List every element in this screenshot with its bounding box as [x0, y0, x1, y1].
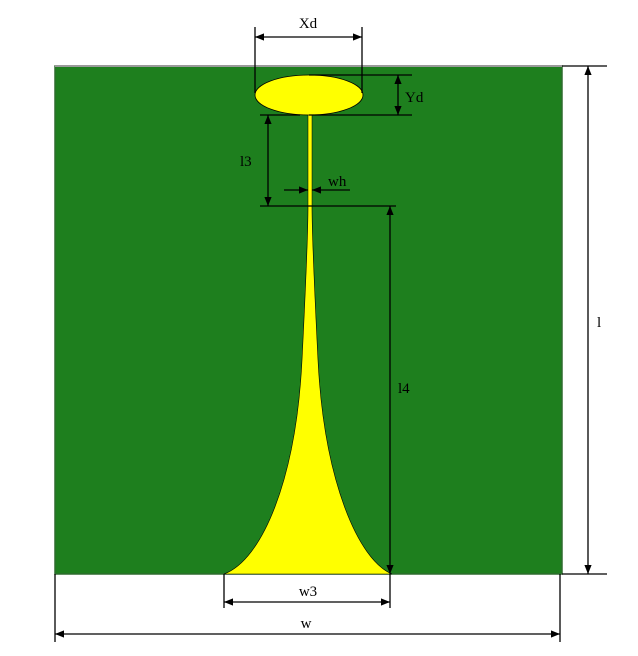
thin-feed-line [307, 113, 313, 207]
dimension-w3: w3 [223, 574, 391, 608]
label-l3: l3 [240, 154, 252, 170]
label-l4: l4 [398, 381, 410, 397]
dimension-w: w [54, 574, 561, 642]
label-l: l [597, 315, 601, 331]
dimension-xd: Xd [254, 16, 363, 93]
dimension-l3: l3 [240, 114, 396, 207]
label-wh: wh [328, 174, 347, 190]
label-w: w [301, 616, 312, 632]
dimension-yd: Yd [309, 74, 424, 116]
dimension-l: l [562, 65, 607, 575]
label-yd: Yd [405, 90, 424, 106]
elliptical-patch [254, 74, 364, 116]
dimension-wh: wh [284, 174, 350, 194]
label-w3: w3 [299, 584, 317, 600]
label-xd: Xd [299, 16, 318, 32]
dimension-l4: l4 [386, 206, 410, 574]
